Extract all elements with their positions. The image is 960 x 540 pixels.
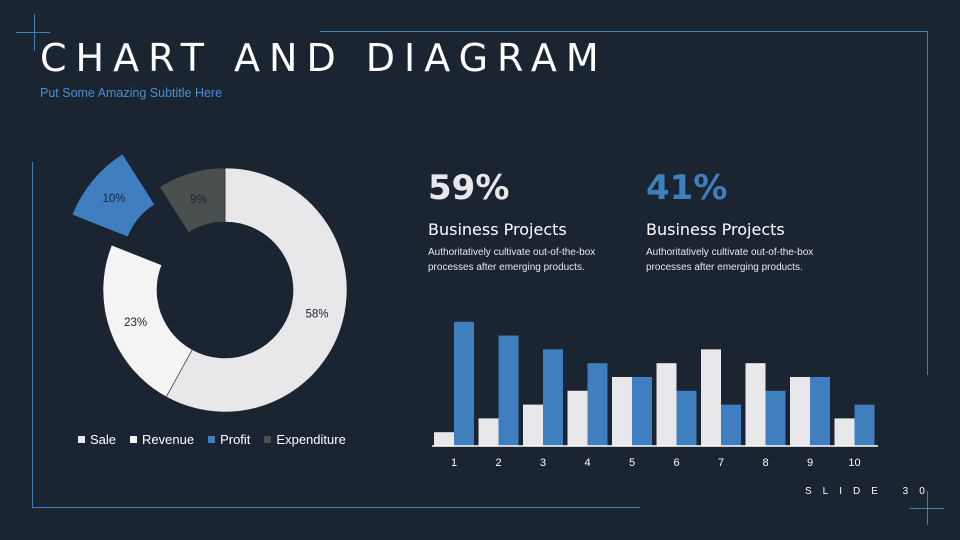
stat-heading: Business Projects <box>428 220 567 239</box>
stat-value: 59% <box>428 168 510 208</box>
legend-swatch <box>130 436 138 443</box>
legend-item-sale: Sale <box>78 432 116 447</box>
bar-series1-8 <box>745 363 766 446</box>
bar-chart: 1 2 3 4 5 6 7 8 9 10 <box>432 321 878 469</box>
stat-block-2: 41% Business Projects Authoritatively cu… <box>646 168 846 275</box>
donut-slice-label: 58% <box>305 309 328 321</box>
x-tick-label: 9 <box>807 457 813 469</box>
bar-series1-6 <box>656 363 677 446</box>
x-tick-label: 1 <box>451 457 457 469</box>
bar-series2-2 <box>498 335 519 446</box>
bar-series2-5 <box>632 376 652 446</box>
legend-swatch <box>208 436 216 443</box>
bar-series1-9 <box>790 376 810 446</box>
x-tick-label: 6 <box>673 457 679 469</box>
frame-left-line <box>32 162 33 508</box>
legend-swatch <box>264 436 272 443</box>
donut-slice-label: 9% <box>190 194 207 206</box>
stat-heading: Business Projects <box>646 220 785 239</box>
slide-number: SLIDE 30 <box>805 486 936 497</box>
frame-bottom-line <box>32 507 640 508</box>
x-tick-label: 8 <box>762 457 768 469</box>
x-tick-label: 3 <box>540 457 546 469</box>
legend-item-expenditure: Expenditure <box>264 432 346 447</box>
x-tick-label: 4 <box>584 457 590 469</box>
page-subtitle: Put Some Amazing Subtitle Here <box>40 86 223 100</box>
x-tick-label: 5 <box>629 457 635 469</box>
donut-chart: 58% 23% 10% 9% <box>71 153 348 413</box>
frame-top-line <box>320 31 928 32</box>
legend-label: Sale <box>90 432 117 447</box>
bar-series2-1 <box>454 321 474 446</box>
bar-series2-6 <box>676 390 697 446</box>
legend-item-revenue: Revenue <box>130 432 194 447</box>
bar-series1-7 <box>701 349 721 446</box>
bar-series2-8 <box>765 390 786 446</box>
donut-slice-label: 10% <box>103 193 126 205</box>
donut-slice-profit <box>71 153 156 238</box>
donut-slice-revenue <box>102 244 193 398</box>
donut-slice-expenditure <box>159 167 226 233</box>
bar-series1-4 <box>567 390 588 446</box>
corner-cross-horizontal-br <box>910 508 944 509</box>
x-tick-label: 2 <box>495 457 501 469</box>
stat-description: Authoritatively cultivate out-of-the-box… <box>646 247 814 273</box>
legend-label: Profit <box>220 432 251 447</box>
frame-right-line <box>927 31 928 375</box>
bar-series2-3 <box>543 349 563 446</box>
bar-series1-3 <box>523 404 543 446</box>
bar-series2-9 <box>810 376 830 446</box>
bar-series2-7 <box>721 404 741 446</box>
bar-series1-1 <box>434 432 454 446</box>
bar-series1-5 <box>612 376 632 446</box>
x-tick-label: 10 <box>848 457 860 469</box>
legend-item-profit: Profit <box>208 432 250 447</box>
bar-series1-10 <box>834 418 855 446</box>
donut-slice-label: 23% <box>124 317 147 329</box>
stat-block-1: 59% Business Projects Authoritatively cu… <box>428 168 628 275</box>
donut-slice-sale <box>165 167 348 413</box>
x-tick-label: 7 <box>718 457 724 469</box>
legend-label: Expenditure <box>276 432 346 447</box>
bar-series2-4 <box>587 363 608 446</box>
legend-swatch <box>78 436 85 443</box>
page-title: CHART AND DIAGRAM <box>40 36 608 80</box>
donut-legend: Sale Revenue Profit Expenditure <box>78 432 346 447</box>
corner-cross-horizontal <box>16 32 50 33</box>
bar-series1-2 <box>478 418 499 446</box>
legend-label: Revenue <box>142 432 195 447</box>
stat-value: 41% <box>646 168 728 208</box>
bar-series2-10 <box>854 404 875 446</box>
stat-description: Authoritatively cultivate out-of-the-box… <box>428 247 596 273</box>
